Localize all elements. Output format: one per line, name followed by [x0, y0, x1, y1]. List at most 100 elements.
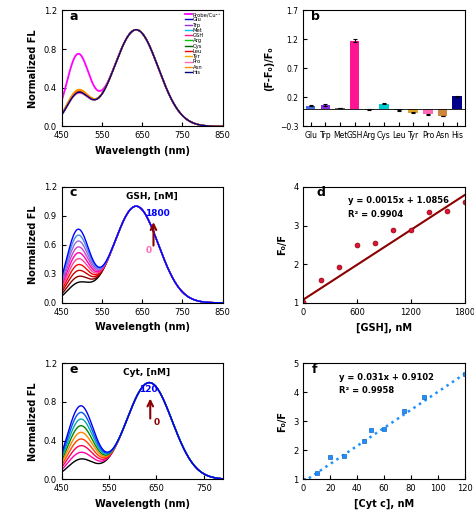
Met	[59, 112, 64, 118]
Tyr	[87, 94, 93, 100]
Line: Glu: Glu	[62, 30, 223, 127]
Glu	[154, 61, 160, 67]
Probe/Cu²⁺	[87, 74, 93, 80]
GSH	[59, 111, 64, 117]
Asn	[133, 27, 139, 33]
Pro	[181, 113, 186, 119]
Trp	[133, 27, 139, 33]
X-axis label: Wavelength (nm): Wavelength (nm)	[95, 146, 190, 156]
Asn	[59, 111, 64, 117]
Met	[167, 92, 173, 98]
Bar	[423, 109, 433, 114]
Cys	[100, 89, 106, 95]
GSH	[133, 27, 139, 33]
Cys	[132, 27, 137, 33]
Cys	[167, 92, 173, 98]
Tyr	[133, 27, 139, 33]
X-axis label: [GSH], nM: [GSH], nM	[356, 322, 412, 332]
Arg	[132, 27, 137, 33]
Glu	[87, 95, 93, 101]
Arg	[220, 123, 226, 130]
Probe/Cu²⁺	[167, 92, 173, 98]
Text: f: f	[311, 363, 317, 376]
Y-axis label: Normalized FL: Normalized FL	[28, 382, 38, 461]
Cys	[87, 94, 93, 101]
Text: a: a	[70, 10, 78, 23]
Legend: Probe/Cu²⁺, Glu, Trp, Met, GSH, Arg, Cys, Leu, Tyr, Pro, Asn, His: Probe/Cu²⁺, Glu, Trp, Met, GSH, Arg, Cys…	[185, 11, 222, 76]
Asn	[132, 27, 137, 33]
GSH	[181, 113, 186, 119]
Glu	[181, 113, 186, 119]
Text: d: d	[316, 186, 325, 199]
Y-axis label: F₀/F: F₀/F	[278, 234, 288, 255]
Tyr	[59, 111, 64, 117]
Tyr	[154, 61, 160, 67]
Met	[181, 113, 186, 119]
Leu	[154, 61, 160, 67]
X-axis label: Wavelength (nm): Wavelength (nm)	[95, 499, 190, 508]
Arg	[59, 112, 64, 118]
Leu	[132, 27, 137, 33]
Arg	[100, 89, 106, 95]
Probe/Cu²⁺	[59, 98, 64, 104]
Line: Met: Met	[62, 30, 223, 127]
Pro	[132, 27, 137, 33]
His	[181, 113, 186, 119]
GSH	[132, 27, 137, 33]
Glu	[132, 27, 137, 33]
Leu	[133, 27, 139, 33]
Arg	[167, 92, 173, 98]
Probe/Cu²⁺	[100, 86, 106, 92]
His	[100, 89, 106, 95]
GSH	[100, 89, 106, 95]
Line: Pro: Pro	[62, 30, 223, 127]
Arg	[154, 61, 160, 67]
Bar	[394, 109, 403, 110]
Leu	[181, 113, 186, 119]
Probe/Cu²⁺	[220, 123, 226, 130]
His	[59, 112, 64, 118]
His	[87, 95, 93, 102]
Tyr	[220, 123, 226, 130]
Text: 1800: 1800	[146, 209, 170, 218]
Glu	[167, 92, 173, 98]
Line: Trp: Trp	[62, 30, 223, 127]
Bar	[452, 96, 462, 109]
Asn	[100, 89, 106, 95]
Asn	[181, 113, 186, 119]
Y-axis label: Normalized FL: Normalized FL	[28, 206, 38, 284]
Met	[87, 95, 93, 102]
Cys	[133, 27, 139, 33]
Leu	[220, 123, 226, 130]
Y-axis label: F₀/F: F₀/F	[278, 411, 288, 432]
Probe/Cu²⁺	[132, 27, 137, 33]
Arg	[87, 95, 93, 102]
Text: 0: 0	[146, 246, 152, 255]
Glu	[59, 111, 64, 118]
Text: R² = 0.9904: R² = 0.9904	[348, 210, 403, 219]
Bar	[320, 105, 330, 109]
Bar	[409, 109, 418, 113]
Text: R² = 0.9958: R² = 0.9958	[339, 387, 394, 395]
Tyr	[181, 113, 186, 119]
Met	[132, 27, 137, 33]
Line: Probe/Cu²⁺: Probe/Cu²⁺	[62, 30, 223, 127]
Line: GSH: GSH	[62, 30, 223, 127]
His	[167, 92, 173, 98]
Trp	[154, 61, 160, 67]
Text: y = 0.031x + 0.9102: y = 0.031x + 0.9102	[339, 373, 434, 381]
Tyr	[167, 92, 173, 98]
Arg	[181, 113, 186, 119]
His	[133, 27, 139, 33]
Trp	[59, 111, 64, 117]
GSH	[87, 94, 93, 100]
Arg	[133, 27, 139, 33]
Text: Cyt, [nM]: Cyt, [nM]	[123, 368, 170, 377]
Met	[154, 61, 160, 67]
Pro	[87, 96, 93, 102]
Pro	[154, 61, 160, 67]
Met	[133, 27, 139, 33]
Glu	[133, 27, 139, 33]
Leu	[87, 95, 93, 101]
Asn	[167, 92, 173, 98]
